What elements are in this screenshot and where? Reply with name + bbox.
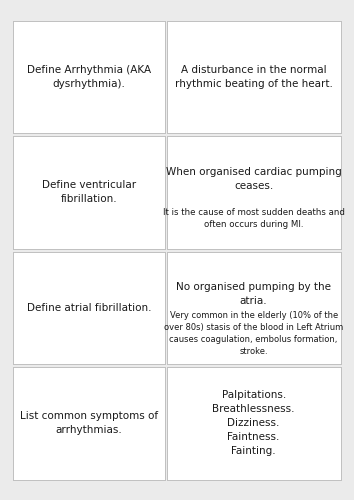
Text: When organised cardiac pumping
ceases.: When organised cardiac pumping ceases. bbox=[166, 167, 342, 191]
Text: Very common in the elderly (10% of the
over 80s) stasis of the blood in Left Atr: Very common in the elderly (10% of the o… bbox=[164, 312, 343, 356]
Text: Palpitations.
Breathlessness.
Dizziness.
Faintness.
Fainting.: Palpitations. Breathlessness. Dizziness.… bbox=[212, 390, 295, 456]
Text: List common symptoms of
arrhythmias.: List common symptoms of arrhythmias. bbox=[20, 412, 158, 435]
Text: No organised pumping by the
atria.: No organised pumping by the atria. bbox=[176, 282, 331, 306]
Text: Define Arrhythmia (AKA
dysrhythmia).: Define Arrhythmia (AKA dysrhythmia). bbox=[27, 64, 151, 89]
Text: Define ventricular
fibrillation.: Define ventricular fibrillation. bbox=[42, 180, 136, 204]
Text: Define atrial fibrillation.: Define atrial fibrillation. bbox=[27, 303, 151, 313]
Text: It is the cause of most sudden deaths and
often occurs during MI.: It is the cause of most sudden deaths an… bbox=[163, 208, 344, 229]
Text: A disturbance in the normal
rhythmic beating of the heart.: A disturbance in the normal rhythmic bea… bbox=[175, 64, 332, 89]
